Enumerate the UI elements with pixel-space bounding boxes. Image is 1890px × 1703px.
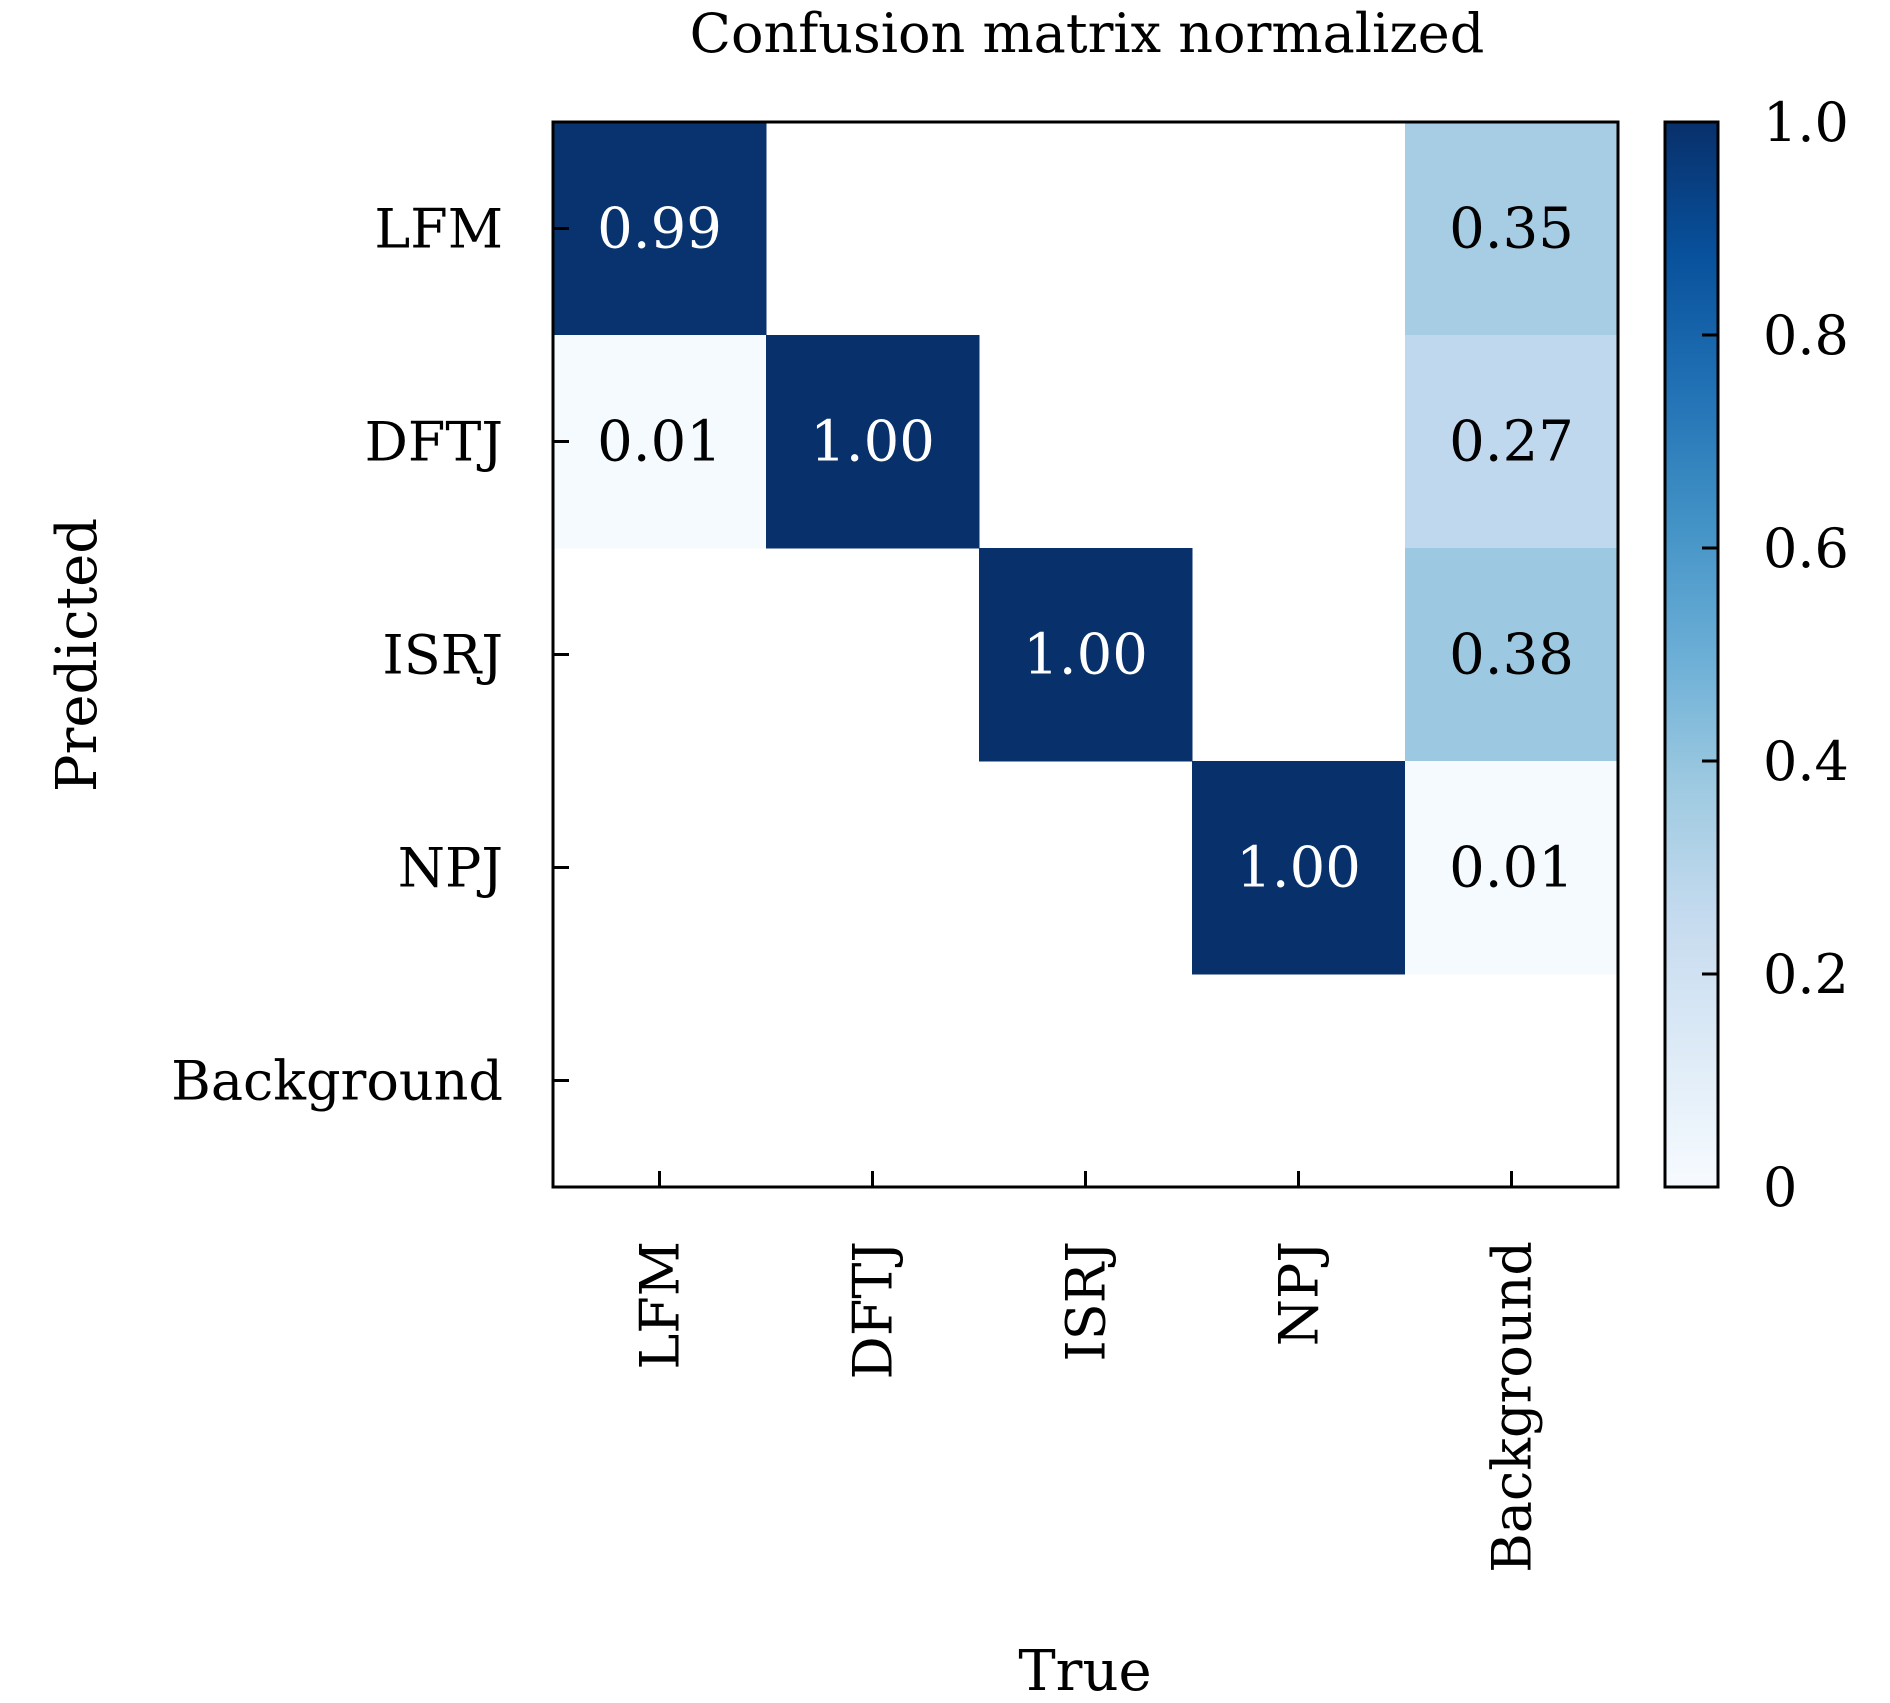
colorbar-tick-label: 0.2 — [1763, 943, 1849, 1006]
colorbar-tick-label: 0 — [1763, 1156, 1797, 1219]
colorbar-tick-label: 1.0 — [1763, 91, 1849, 154]
colorbar-tick-label: 0.6 — [1763, 517, 1849, 580]
y-tick-label: ISRJ — [382, 624, 503, 687]
y-tick-label: Background — [171, 1050, 503, 1113]
cell-value-label: 1.00 — [1236, 836, 1361, 901]
y-axis-label: Predicted — [45, 518, 110, 792]
colorbar-tick-label: 0.4 — [1763, 730, 1849, 793]
cell-value-label: 0.27 — [1449, 410, 1574, 475]
heatmap-cell — [553, 335, 767, 549]
y-tick-label: DFTJ — [365, 411, 503, 474]
heatmap-cell — [553, 122, 767, 336]
y-tick-labels: LFM DFTJ ISRJ NPJ Background — [171, 198, 503, 1113]
x-axis-label: True — [1018, 1639, 1151, 1703]
cell-value-label: 0.01 — [1449, 836, 1574, 901]
x-tick-label: DFTJ — [842, 1241, 905, 1379]
colorbar-tick-label: 0.8 — [1763, 304, 1849, 367]
cell-value-label: 1.00 — [1023, 623, 1148, 688]
x-tick-label: NPJ — [1268, 1241, 1331, 1346]
heatmap-cell — [979, 548, 1193, 762]
chart-title: Confusion matrix normalized — [690, 2, 1485, 65]
cell-value-label: 0.01 — [597, 410, 722, 475]
heatmap-cell — [1405, 122, 1619, 336]
x-tick-labels: LFM DFTJ ISRJ NPJ Background — [629, 1241, 1544, 1573]
heatmap-cell — [1405, 335, 1619, 549]
y-tick-label: LFM — [374, 198, 503, 261]
heatmap-cell — [1405, 548, 1619, 762]
x-tick-label: LFM — [629, 1241, 692, 1370]
heatmap-cell — [1405, 761, 1619, 975]
colorbar — [1663, 120, 1720, 1189]
heatmap-cell-labels: 0.99 0.35 0.01 1.00 0.27 1.00 0.38 1.00 0.01 — [597, 197, 1574, 901]
cell-value-label: 0.35 — [1449, 197, 1574, 262]
cell-value-label: 0.38 — [1449, 623, 1574, 688]
cell-value-label: 0.99 — [597, 197, 722, 262]
x-tick-label: Background — [1481, 1241, 1544, 1573]
heatmap-cell — [766, 335, 980, 549]
heatmap-cells — [553, 122, 1619, 975]
x-tick-label: ISRJ — [1055, 1241, 1118, 1362]
y-tick-label: NPJ — [398, 837, 503, 900]
cell-value-label: 1.00 — [810, 410, 935, 475]
axis-ticks — [553, 227, 1513, 1187]
heatmap-cell — [1192, 761, 1406, 975]
colorbar-ticks: 0 0.2 0.4 0.6 0.8 1.0 — [1702, 91, 1849, 1219]
